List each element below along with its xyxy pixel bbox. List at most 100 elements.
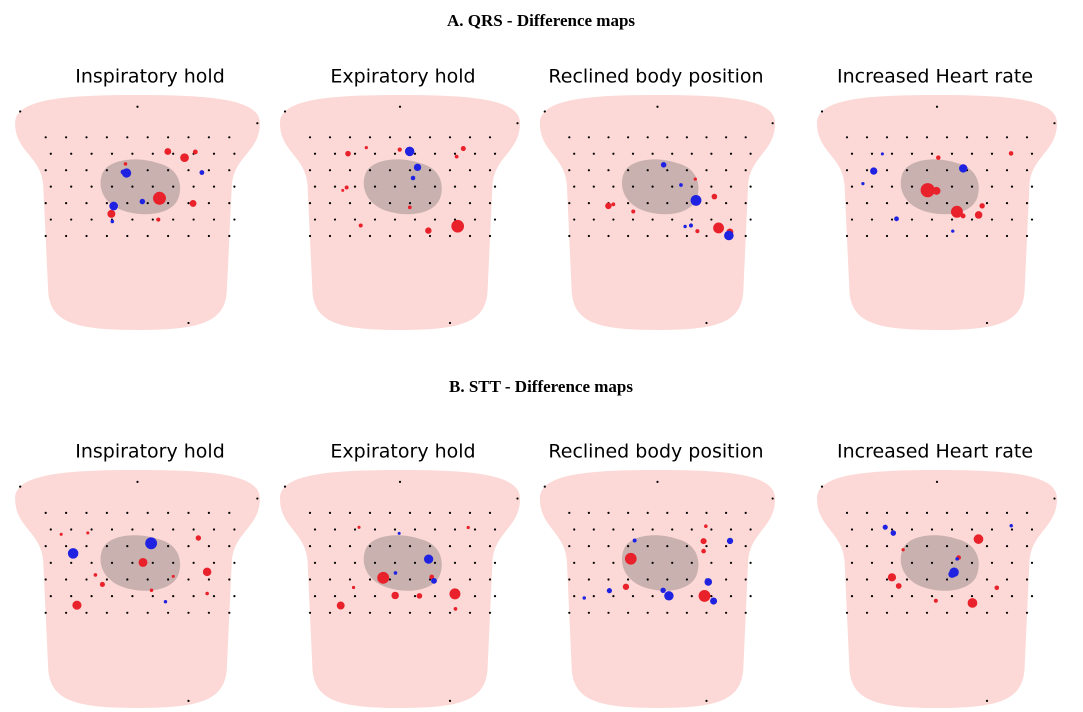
electrode xyxy=(691,595,693,597)
electrode xyxy=(354,218,356,220)
electrode xyxy=(374,218,376,220)
electrode xyxy=(193,595,195,597)
electrode xyxy=(152,595,154,597)
electrode xyxy=(126,202,128,204)
electrode xyxy=(147,136,149,138)
electrode xyxy=(469,169,471,171)
electrode xyxy=(399,481,401,483)
electrode xyxy=(172,153,174,155)
electrode xyxy=(45,169,47,171)
electrode xyxy=(208,578,210,580)
electrode xyxy=(730,595,732,597)
electrode xyxy=(256,122,258,124)
electrode xyxy=(926,612,928,614)
electrode xyxy=(474,528,476,530)
electrode xyxy=(750,595,752,597)
electrode xyxy=(228,612,230,614)
figure: A. QRS - Difference mapsInspiratory hold… xyxy=(0,0,1083,712)
electrode xyxy=(454,562,456,564)
electrode xyxy=(906,169,908,171)
electrode xyxy=(612,218,614,220)
electrode xyxy=(494,186,496,188)
electrode xyxy=(906,512,908,514)
difference-dot xyxy=(679,183,683,187)
electrode xyxy=(946,136,948,138)
electrode xyxy=(414,528,416,530)
difference-dot xyxy=(359,223,363,227)
electrode xyxy=(891,153,893,155)
electrode xyxy=(309,235,311,237)
panel-title: Increased Heart rate xyxy=(837,441,1033,463)
electrode xyxy=(50,595,52,597)
difference-dot xyxy=(605,203,612,210)
electrode xyxy=(1053,122,1055,124)
electrode xyxy=(627,578,629,580)
electrode xyxy=(745,202,747,204)
torso-map xyxy=(540,470,775,708)
panel-title: Expiratory hold xyxy=(330,66,475,88)
electrode xyxy=(369,169,371,171)
electrode xyxy=(434,153,436,155)
difference-dot xyxy=(398,532,401,535)
electrode xyxy=(369,235,371,237)
electrode xyxy=(70,218,72,220)
panel-title: Inspiratory hold xyxy=(75,66,225,88)
electrode xyxy=(85,578,87,580)
electrode xyxy=(593,562,595,564)
electrode xyxy=(85,612,87,614)
electrode xyxy=(70,595,72,597)
electrode xyxy=(228,578,230,580)
electrode xyxy=(593,218,595,220)
electrode xyxy=(911,186,913,188)
electrode xyxy=(394,186,396,188)
electrode xyxy=(449,612,451,614)
difference-dot xyxy=(607,588,612,593)
difference-dot xyxy=(623,584,629,590)
electrode xyxy=(131,186,133,188)
electrode xyxy=(612,153,614,155)
electrode xyxy=(389,169,391,171)
electrode xyxy=(172,186,174,188)
electrode xyxy=(389,578,391,580)
electrode xyxy=(152,218,154,220)
difference-dot xyxy=(153,192,166,205)
electrode xyxy=(666,235,668,237)
difference-dot xyxy=(710,598,717,605)
electrode xyxy=(414,595,416,597)
electrode xyxy=(1011,186,1013,188)
electrode xyxy=(1031,528,1033,530)
electrode xyxy=(691,528,693,530)
electrode xyxy=(489,545,491,547)
electrode xyxy=(147,612,149,614)
electrode xyxy=(647,235,649,237)
panel-title: Reclined body position xyxy=(548,441,763,463)
difference-dot xyxy=(394,571,398,575)
electrode xyxy=(187,578,189,580)
electrode xyxy=(284,110,286,112)
electrode xyxy=(772,497,774,499)
electrode xyxy=(627,136,629,138)
electrode xyxy=(821,110,823,112)
electrode xyxy=(632,186,634,188)
difference-dot xyxy=(100,582,105,587)
electrode xyxy=(951,218,953,220)
electrode xyxy=(966,136,968,138)
electrode xyxy=(966,545,968,547)
electrode xyxy=(329,136,331,138)
electrode xyxy=(971,186,973,188)
electrode xyxy=(926,202,928,204)
electrode xyxy=(1031,218,1033,220)
electrode xyxy=(449,512,451,514)
difference-dot xyxy=(172,575,175,578)
electrode xyxy=(891,562,893,564)
electrode xyxy=(45,512,47,514)
electrode xyxy=(469,136,471,138)
electrode xyxy=(986,545,988,547)
electrode xyxy=(946,512,948,514)
electrode xyxy=(329,202,331,204)
electrode xyxy=(1006,136,1008,138)
electrode xyxy=(106,136,108,138)
electrode xyxy=(449,322,451,324)
electrode xyxy=(686,202,688,204)
electrode xyxy=(906,202,908,204)
